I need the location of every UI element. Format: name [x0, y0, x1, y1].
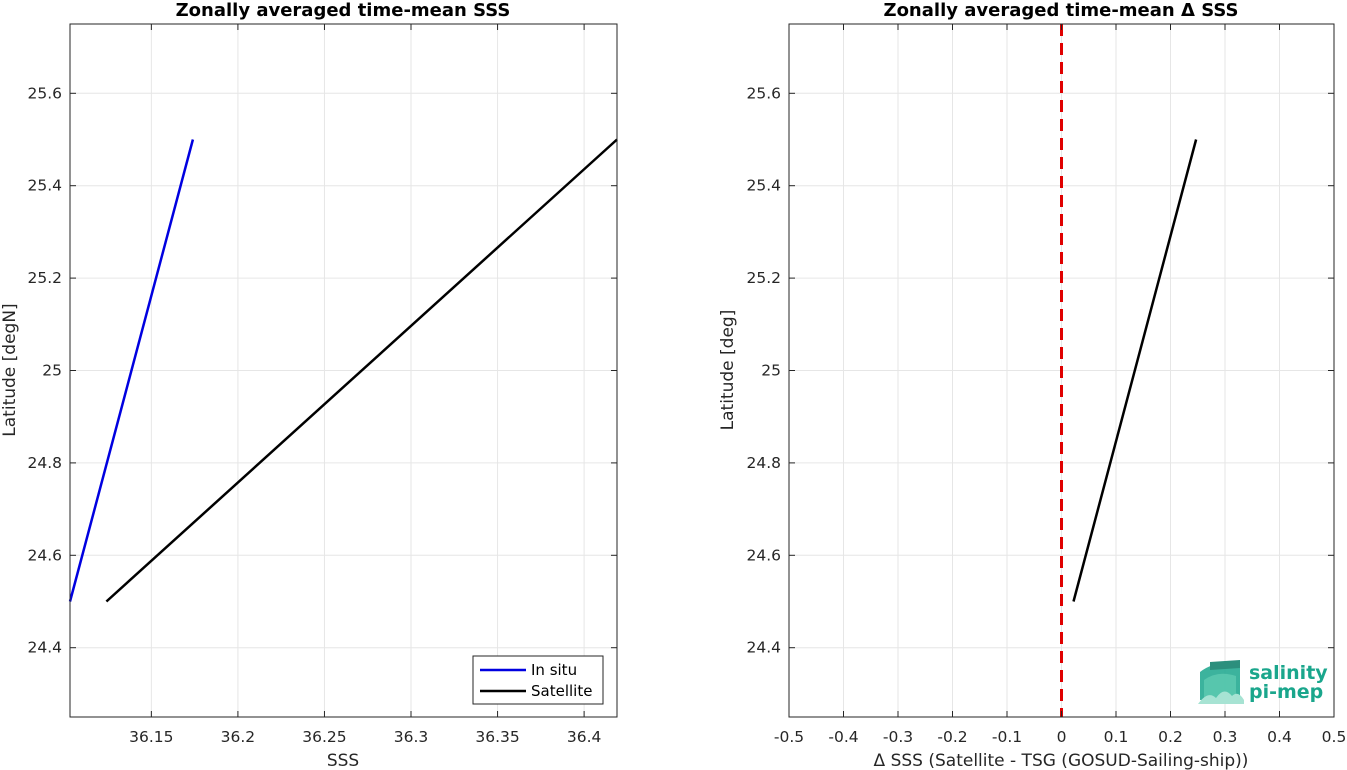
salinity-pimep-logo: salinity pi-mep [1198, 660, 1328, 704]
x-tick-label: 36.15 [129, 728, 173, 746]
left-series-group [68, 138, 618, 603]
x-tick-label: -0.3 [883, 728, 913, 746]
y-tick-label: 24.8 [746, 454, 781, 472]
y-tick-label: 24.6 [27, 546, 62, 564]
x-tick-label: 0.1 [1104, 728, 1129, 746]
x-tick-label: -0.5 [774, 728, 804, 746]
left-x-axis-label: SSS [327, 751, 359, 770]
legend-satellite-label: Satellite [531, 682, 592, 700]
x-tick-label: 36.35 [475, 728, 519, 746]
right-x-axis-label: Δ SSS (Satellite - TSG (GOSUD-Sailing-sh… [874, 751, 1249, 770]
x-tick-label: -0.2 [937, 728, 967, 746]
x-tick-label: 36.4 [567, 728, 602, 746]
left-y-axis-label: Latitude [degN] [0, 303, 20, 436]
logo-line2: pi-mep [1249, 681, 1323, 703]
y-tick-label: 25.4 [27, 177, 62, 195]
y-tick-label: 25 [42, 362, 62, 380]
y-tick-label: 24.4 [27, 639, 62, 657]
x-tick-label: 0.2 [1158, 728, 1183, 746]
x-tick-label: 0.3 [1213, 728, 1238, 746]
x-tick-label: -0.1 [992, 728, 1022, 746]
y-tick-label: 24.8 [27, 454, 62, 472]
y-tick-label: 25.2 [746, 269, 781, 287]
logo-wave-icon [1198, 660, 1244, 704]
x-tick-label: 0.5 [1322, 728, 1347, 746]
right-y-axis-label: Latitude [deg] [718, 310, 738, 431]
left-grid [70, 24, 617, 717]
left-in-situ-line [68, 139, 195, 602]
right-series-0-line [1072, 139, 1198, 602]
left-panel: 36.15 36.2 36.25 36.3 36.35 36.4 24.4 24.6 24.8 2… [0, 0, 618, 770]
x-tick-label: 0 [1057, 728, 1067, 746]
y-tick-label: 25.6 [746, 84, 781, 102]
left-satellite-line [105, 138, 618, 603]
y-tick-label: 25.4 [746, 177, 781, 195]
legend: In situ Satellite [472, 655, 604, 705]
y-tick-label: 25 [761, 362, 781, 380]
y-tick-label: 25.2 [27, 269, 62, 287]
legend-in-situ-label: In situ [531, 661, 577, 679]
x-tick-label: 0.4 [1267, 728, 1292, 746]
left-chart-title: Zonally averaged time-mean SSS [176, 0, 511, 21]
legend-box [472, 655, 604, 705]
y-tick-label: 24.6 [746, 546, 781, 564]
x-tick-label: 36.25 [302, 728, 346, 746]
x-tick-label: -0.4 [828, 728, 858, 746]
right-chart-title: Zonally averaged time-mean Δ SSS [884, 0, 1239, 21]
right-ticks: -0.5 -0.4 -0.3 -0.2 -0.1 0 0.1 0.2 0.3 0.4 0.5 24.4… [746, 24, 1346, 746]
logo-line1: salinity [1249, 662, 1328, 684]
y-tick-label: 25.6 [27, 84, 62, 102]
y-tick-label: 24.4 [746, 639, 781, 657]
right-panel: -0.5 -0.4 -0.3 -0.2 -0.1 0 0.1 0.2 0.3 0.4 0.5 24.4… [718, 0, 1346, 770]
left-ticks: 36.15 36.2 36.25 36.3 36.35 36.4 24.4 24.6 24.8 2… [27, 24, 617, 746]
x-tick-label: 36.3 [394, 728, 429, 746]
right-series-group [1060, 24, 1198, 717]
x-tick-label: 36.2 [221, 728, 256, 746]
